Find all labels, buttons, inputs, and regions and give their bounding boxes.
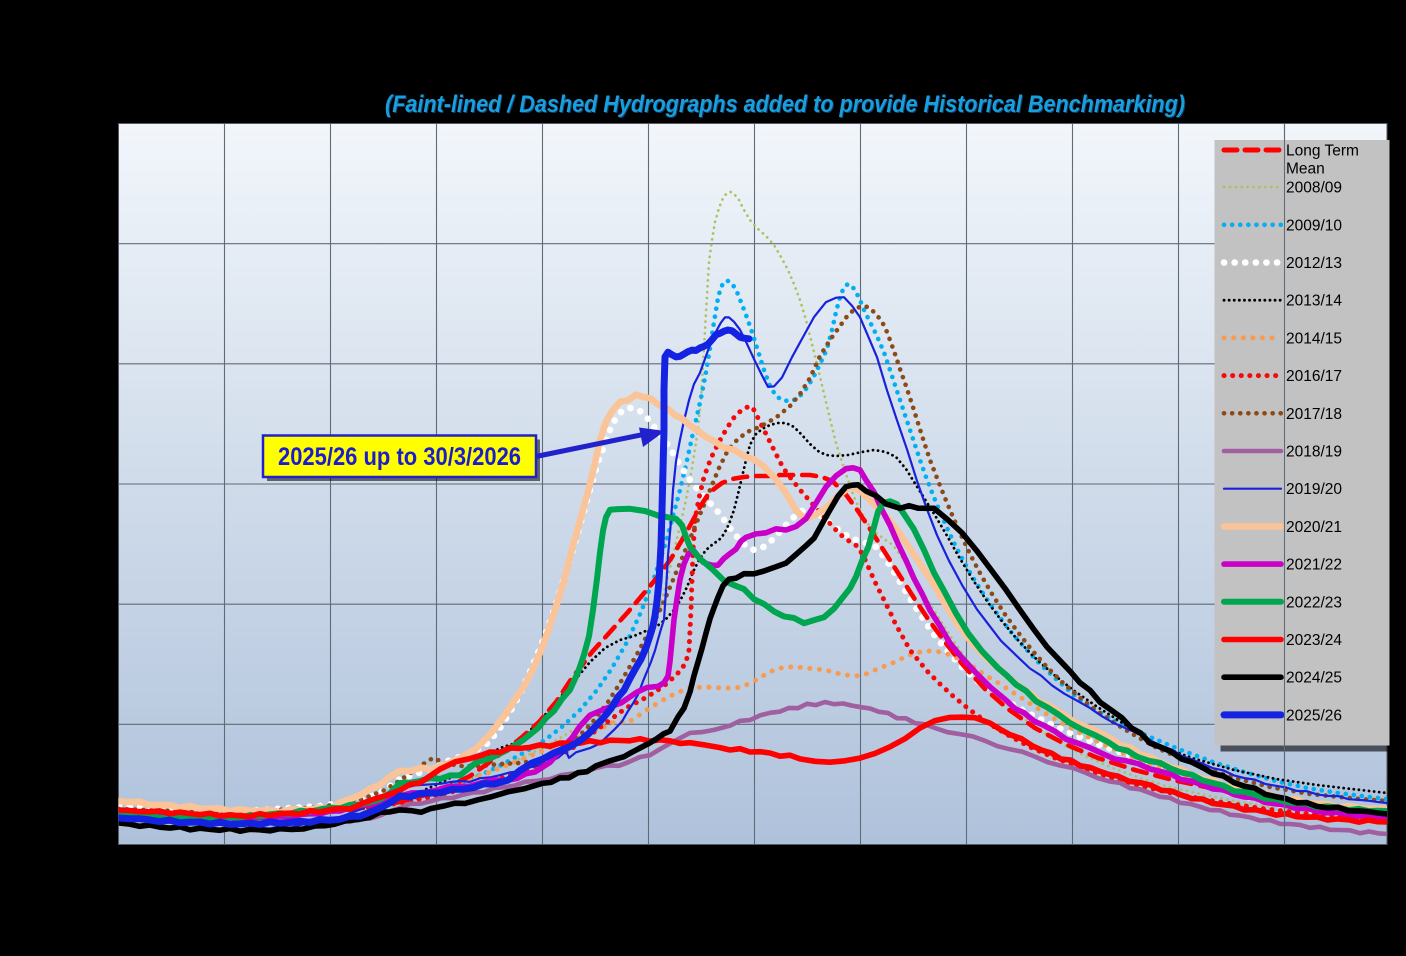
svg-text:2025/26 up to 30/3/2026: 2025/26 up to 30/3/2026 [278,443,521,471]
svg-text:2023/24: 2023/24 [1286,632,1342,649]
svg-text:2019/20: 2019/20 [1286,481,1342,498]
svg-text:(Faint-lined / Dashed Hydrogra: (Faint-lined / Dashed Hydrographs added … [385,91,1185,118]
svg-text:(Faint-lined / Dashed Hydrogra: (Faint-lined / Dashed Hydrographs added … [386,92,1186,119]
svg-text:2025/26: 2025/26 [1286,707,1342,724]
svg-text:2013/14: 2013/14 [1286,293,1342,310]
svg-text:2017/18: 2017/18 [1286,406,1342,423]
svg-text:2024/25: 2024/25 [1286,670,1342,687]
svg-text:2008/09: 2008/09 [1286,180,1342,197]
svg-text:2018/19: 2018/19 [1286,444,1342,461]
svg-text:2020/21: 2020/21 [1286,519,1342,536]
svg-text:2021/22: 2021/22 [1286,557,1342,574]
svg-text:2009/10: 2009/10 [1286,217,1342,234]
svg-text:2016/17: 2016/17 [1286,368,1342,385]
svg-text:2022/23: 2022/23 [1286,594,1342,611]
svg-text:2012/13: 2012/13 [1286,255,1342,272]
svg-text:2014/15: 2014/15 [1286,330,1342,347]
svg-text:Long Term: Long Term [1286,143,1359,160]
svg-text:Mean: Mean [1286,161,1325,178]
